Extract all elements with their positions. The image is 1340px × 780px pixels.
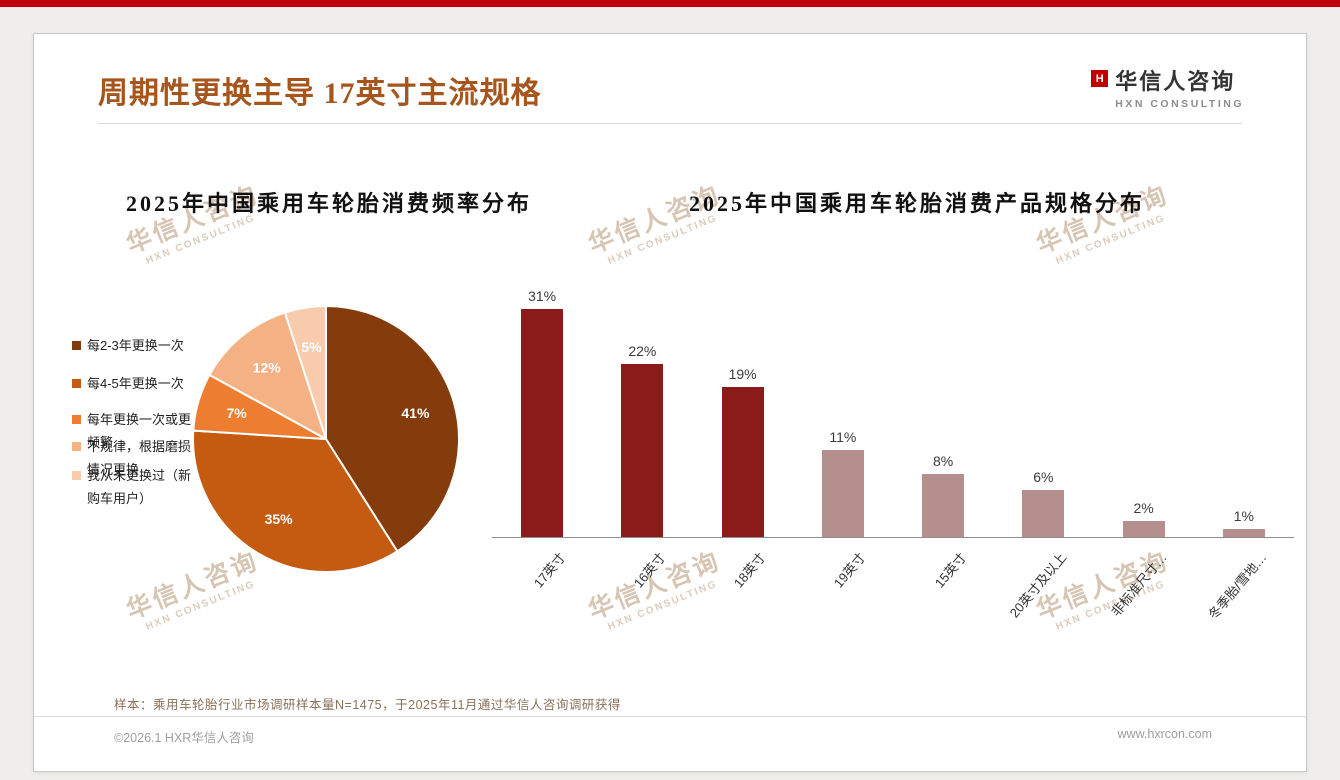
- bar-value-label: 31%: [528, 288, 557, 304]
- bar: [1122, 521, 1165, 537]
- legend-item: 每4-5年更换一次: [72, 372, 204, 395]
- legend-label: 我从未更换过（新购车用户）: [87, 468, 192, 506]
- legend-swatch: [72, 415, 81, 424]
- bar: [621, 364, 664, 537]
- bar-axis-label: 20英寸及以上: [1006, 549, 1070, 621]
- bar-chart: 31% 17英寸 22% 16英寸 19% 18英寸 11% 19英寸 8% 15英寸 6% 20英寸…: [492, 288, 1294, 622]
- bar-column: 8% 15英寸: [893, 288, 993, 591]
- bar-column: 6% 20英寸及以上: [993, 288, 1093, 620]
- bar-axis-label: 17英寸: [530, 549, 568, 591]
- bar: [1222, 529, 1265, 537]
- pie-chart: 41% 35% 7% 12% 5%: [192, 304, 461, 574]
- pie-data-label: 12%: [253, 359, 282, 375]
- legend-swatch: [72, 341, 81, 350]
- bar: [922, 474, 965, 537]
- logo: H 华信人咨询 HXN CONSULTING: [1091, 64, 1244, 110]
- bar: [721, 387, 764, 537]
- bar: [821, 450, 864, 537]
- bar: [1022, 490, 1065, 537]
- legend-label: 每年更换一次或更频繁: [87, 412, 192, 450]
- pie-slice: [192, 429, 399, 574]
- header-divider: [98, 123, 1242, 124]
- bar-column: 2% 非标准尺寸…: [1094, 288, 1194, 619]
- sample-note: 样本：乘用车轮胎行业市场调研样本量N=1475，于2025年11月通过华信人咨询…: [114, 698, 621, 712]
- bar-axis-label: 非标准尺寸…: [1107, 549, 1170, 620]
- slide-card: 华信人咨询 HXN CONSULTING 华信人咨询 HXN CONSULTING 华信…: [33, 33, 1307, 772]
- bar-column: 11% 19英寸: [793, 288, 893, 591]
- bar-value-label: 6%: [1033, 469, 1054, 485]
- logo-text: 华信人咨询 HXN CONSULTING: [1115, 64, 1244, 110]
- legend-label: 不规律，根据磨损情况更换: [87, 439, 192, 477]
- copyright-text: ©2026.1 HXR华信人咨询: [114, 731, 254, 745]
- bar-value-label: 1%: [1233, 508, 1254, 524]
- bar-value-label: 2%: [1133, 500, 1154, 516]
- pie-slice: [208, 311, 328, 442]
- legend-item: 不规律，根据磨损情况更换: [72, 435, 204, 481]
- slide-footer: ©2026.1 HXR华信人咨询 www.hxrcon.com: [34, 716, 1306, 772]
- logo-name: 华信人咨询: [1115, 69, 1236, 94]
- legend-swatch: [72, 471, 81, 480]
- logo-icon: H: [1091, 70, 1109, 87]
- bar-value-label: 11%: [829, 429, 857, 445]
- bar-axis-label: 19英寸: [831, 549, 869, 591]
- bar-column: 31% 17英寸: [492, 288, 592, 591]
- slide-title: 周期性更换主导 17英寸主流规格: [98, 77, 542, 110]
- pie-data-label: 5%: [301, 339, 322, 355]
- top-accent-bar: [0, 0, 1340, 7]
- pie-data-label: 41%: [401, 405, 430, 421]
- bar-value-label: 8%: [933, 453, 954, 469]
- bar-column: 22% 16英寸: [592, 288, 692, 591]
- logo-subtitle: HXN CONSULTING: [1115, 98, 1244, 110]
- pie-data-label: 35%: [265, 511, 294, 527]
- bar-chart-title: 2025年中国乘用车轮胎消费产品规格分布: [688, 191, 1145, 216]
- bar-value-label: 22%: [628, 343, 657, 359]
- bar-axis-label: 16英寸: [630, 549, 669, 591]
- legend-item: 每2-3年更换一次: [72, 334, 204, 357]
- pie-slice: [283, 304, 327, 440]
- bar-value-label: 19%: [728, 366, 757, 382]
- pie-legend: 每2-3年更换一次 每4-5年更换一次每年更换一次或更频繁 不规律，根据磨损情况更换…: [72, 34, 206, 554]
- pie-chart-title: 2025年中国乘用车轮胎消费频率分布: [125, 191, 532, 216]
- bar-axis-label: 15英寸: [931, 549, 969, 591]
- legend-swatch: [72, 379, 81, 388]
- legend-label: 每4-5年更换一次: [87, 376, 184, 391]
- watermark-line2: HXN CONSULTING: [606, 578, 720, 633]
- bar-axis-label: 18英寸: [730, 549, 769, 591]
- legend-item: 每年更换一次或更频繁: [72, 408, 204, 454]
- bar: [521, 309, 564, 537]
- bar-axis-label: 冬季胎/雪地…: [1205, 549, 1270, 623]
- pie-data-label: 7%: [226, 405, 247, 421]
- legend-item: 我从未更换过（新购车用户）: [72, 464, 204, 510]
- watermark-line2: HXN CONSULTING: [144, 578, 258, 633]
- legend-label: 每2-3年更换一次: [87, 338, 184, 353]
- website-text: www.hxrcon.com: [1117, 727, 1212, 741]
- bar-column: 19% 18英寸: [693, 288, 793, 591]
- legend-swatch: [72, 442, 81, 451]
- bar-column: 1% 冬季胎/雪地…: [1194, 288, 1294, 622]
